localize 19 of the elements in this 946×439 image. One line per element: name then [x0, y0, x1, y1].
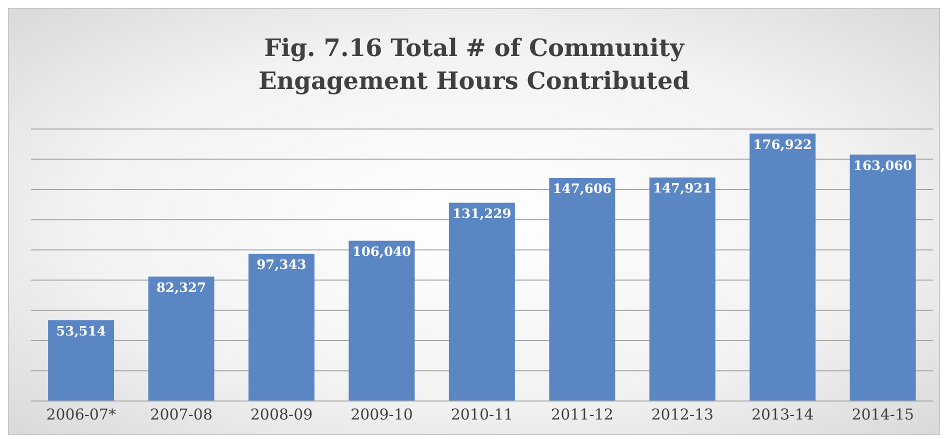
x-tick-label: 2008-09: [250, 406, 313, 424]
data-label: 147,606: [552, 182, 612, 198]
x-tick-label: 2012-13: [651, 406, 714, 424]
data-label: 53,514: [56, 324, 106, 340]
x-tick-label: 2014-15: [852, 406, 914, 424]
data-label: 97,343: [256, 258, 306, 274]
data-label: 82,327: [156, 280, 206, 296]
data-label: 163,060: [853, 158, 912, 174]
x-tick-label: 2011-12: [551, 406, 614, 424]
x-tick-label: 2006-07*: [46, 406, 117, 424]
x-tick-label: 2009-10: [350, 406, 413, 424]
data-label: 147,921: [652, 182, 712, 197]
data-label: 176,922: [753, 138, 812, 153]
x-tick-label: 2010-11: [450, 406, 514, 424]
x-tick-label: 2013-14: [751, 406, 814, 424]
data-label: 131,229: [452, 206, 512, 222]
x-tick-label: 2007-08: [150, 406, 213, 424]
chart-title: Fig. 7.16 Total # of Community Engagement Hours Contributed: [257, 32, 691, 97]
data-label: 106,040: [352, 244, 412, 260]
